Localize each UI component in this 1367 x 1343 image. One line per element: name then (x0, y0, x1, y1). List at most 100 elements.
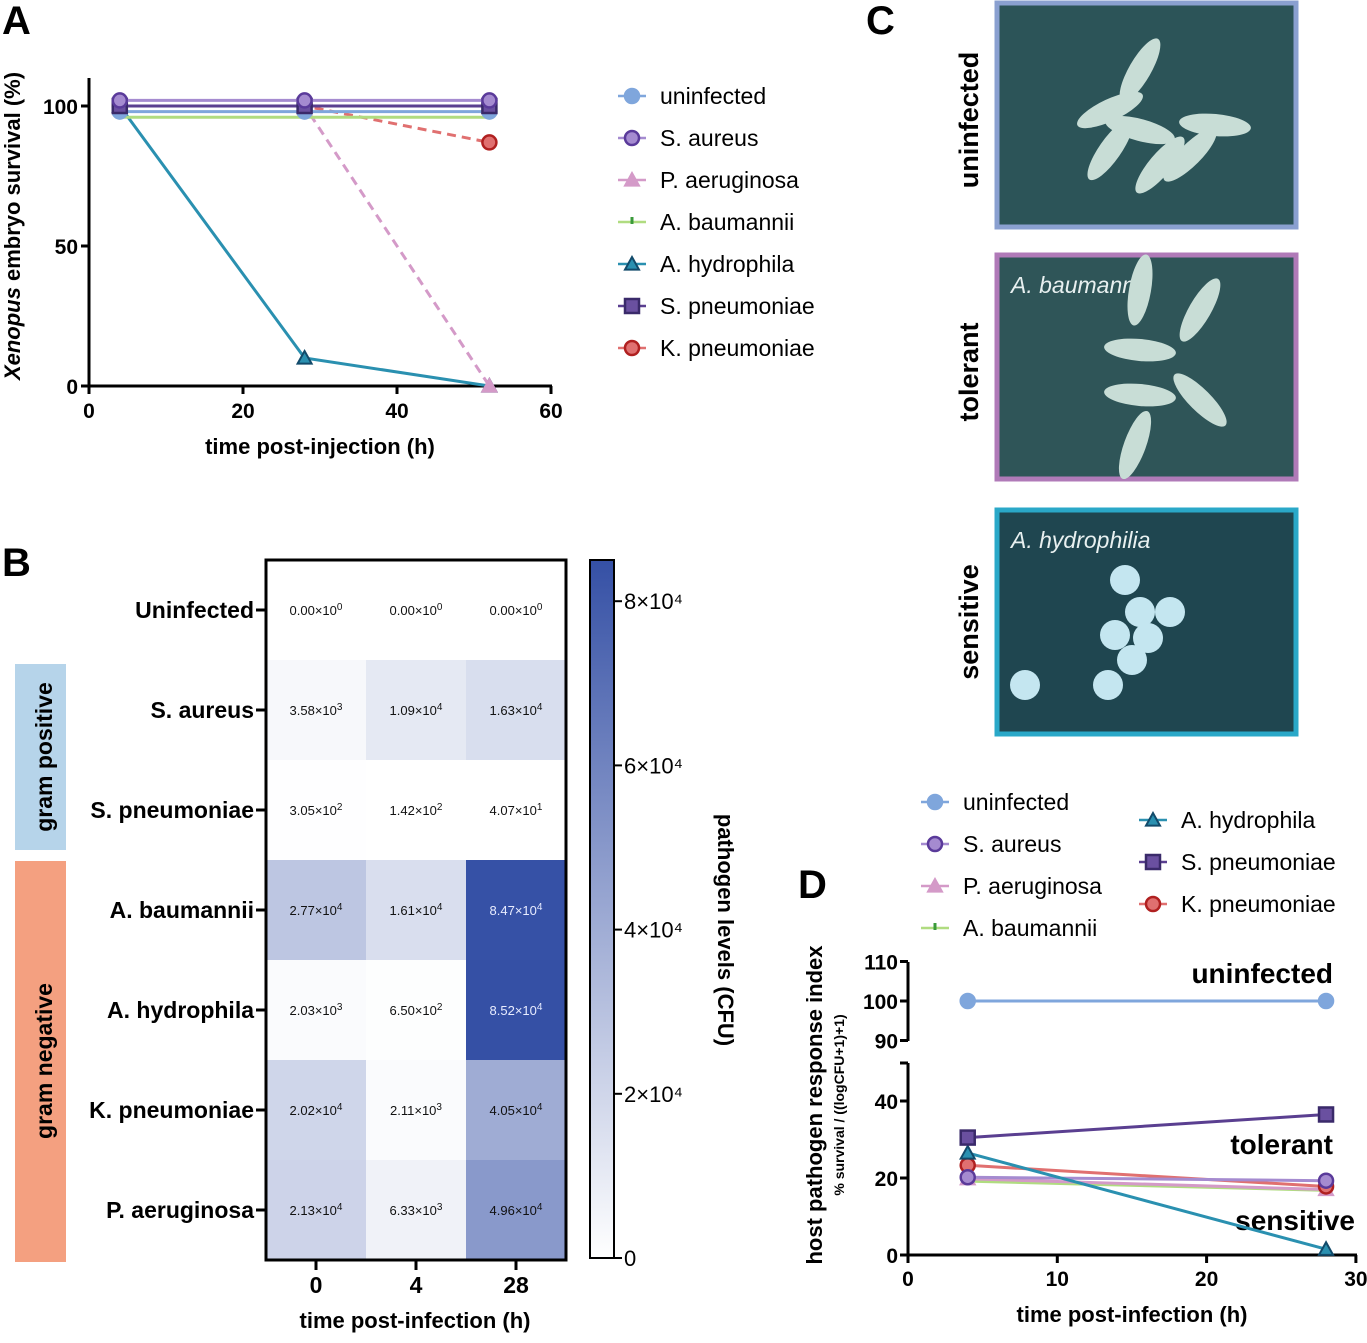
panel-label-c: C (866, 0, 895, 43)
row-label-k-pneumoniae: K. pneumoniae (89, 1097, 254, 1123)
cell-label: 4.96×104 (490, 1202, 543, 1218)
embryo (1010, 670, 1040, 700)
image-caption: A. baumannii (1009, 272, 1146, 298)
legend-label-s-pneumoniae: S. pneumoniae (1181, 849, 1336, 875)
heatmap-cell (366, 660, 466, 760)
cell-label: 2.13×104 (290, 1202, 343, 1218)
colorbar-tick-label: 0 (624, 1246, 636, 1271)
colorbar (589, 559, 615, 1259)
side-label-tolerant: tolerant (954, 322, 984, 421)
embryo (1179, 113, 1251, 137)
heatmap-cell (266, 1060, 366, 1160)
cell-label: 2.02×104 (290, 1102, 343, 1118)
cell-label: 3.05×102 (290, 802, 343, 818)
row-label-a-hydrophila: A. hydrophila (107, 997, 254, 1023)
legend-marker-s-aureus (926, 835, 944, 853)
col-label: 0 (310, 1272, 323, 1298)
colorbar-tick-label: 6×10⁴ (624, 753, 683, 778)
heatmap-cell (266, 960, 366, 1060)
heatmap-cell (466, 560, 566, 660)
series-line-a-hydrophila (967, 1151, 1327, 1251)
heatmap-cell (266, 760, 366, 860)
legend-label-s-pneumoniae: S. pneumoniae (660, 293, 815, 319)
panel-label-d: D (798, 863, 827, 907)
y-tick-label: 0 (66, 376, 78, 399)
heatmap-cell (266, 860, 366, 960)
data-point-s-aureus (1317, 1172, 1335, 1189)
y-tick-label: 100 (43, 96, 78, 119)
y-tick-label: 20 (875, 1168, 898, 1191)
heatmap-cell (466, 760, 566, 860)
heatmap-cell (466, 960, 566, 1060)
embryo (1093, 670, 1123, 700)
embryo (1100, 620, 1130, 650)
y-tick-label: 90 (875, 1031, 898, 1054)
legend-label-k-pneumoniae: K. pneumoniae (660, 335, 815, 361)
heatmap-cell (366, 560, 466, 660)
embryo (1135, 136, 1185, 194)
legend-marker-k-pneumoniae (623, 339, 641, 357)
group-label-gram-negative: gram negative (31, 983, 57, 1139)
series-line-a-hydrophila (118, 105, 490, 388)
heatmap-cell (366, 860, 466, 960)
cell-label: 1.09×104 (390, 702, 443, 718)
colorbar-tick-label: 2×10⁴ (624, 1082, 683, 1107)
legend-label-k-pneumoniae: K. pneumoniae (1181, 891, 1336, 917)
y-tick-label: 50 (55, 236, 78, 259)
heatmap-cell (266, 1160, 366, 1260)
embryo (1077, 91, 1143, 129)
cell-label: 0.00×100 (390, 602, 443, 618)
group-band-gram-positive (15, 664, 66, 850)
series-line-s-aureus (967, 1175, 1327, 1183)
cell-label: 2.11×103 (390, 1102, 442, 1118)
x-tick-label: 40 (385, 400, 408, 423)
y-axis-label: Xenopus embryo survival (%) (0, 72, 25, 382)
data-point-a-hydrophila (1317, 1240, 1335, 1256)
image-caption: A. hydrophilia (1009, 527, 1150, 553)
cell-label: 8.52×104 (490, 1002, 543, 1018)
cell-label: 6.50×102 (390, 1002, 443, 1018)
legend-label-s-aureus: S. aureus (963, 831, 1061, 857)
row-label-p-aeruginosa: P. aeruginosa (106, 1197, 254, 1223)
heatmap-cell (466, 1060, 566, 1160)
heatmap-cell (366, 1160, 466, 1260)
cell-label: 4.05×104 (490, 1102, 543, 1118)
legend-marker-s-pneumoniae (623, 297, 641, 315)
annotation-tolerant: tolerant (1230, 1129, 1333, 1160)
x-axis-label: time post-infection (h) (1017, 1302, 1248, 1327)
embryo (1110, 565, 1140, 595)
colorbar-label: pathogen levels (CFU) (713, 814, 738, 1046)
cell-label: 1.61×104 (390, 902, 443, 918)
series-line-s-pneumoniae (967, 1112, 1327, 1140)
cell-label: 6.33×103 (390, 1202, 443, 1218)
panel-label-b: B (2, 541, 31, 585)
heatmap-cell (366, 760, 466, 860)
data-point-s-pneumoniae (1317, 1106, 1335, 1123)
legend-label-a-baumannii: A. baumannii (660, 209, 794, 235)
legend-label-p-aeruginosa: P. aeruginosa (660, 167, 799, 193)
data-point-s-aureus (481, 92, 498, 109)
legend-marker-k-pneumoniae (1144, 895, 1162, 913)
panel-label-a: A (2, 0, 31, 43)
x-tick-label: 60 (539, 400, 562, 423)
data-point-k-pneumoniae (481, 134, 498, 151)
legend-marker-uninfected (926, 793, 944, 811)
data-point-uninfected (959, 992, 976, 1010)
y-tick-label: 100 (863, 991, 898, 1014)
cell-label: 2.03×103 (290, 1002, 343, 1018)
col-label: 4 (410, 1272, 423, 1298)
heatmap-cell (266, 660, 366, 760)
data-point-a-hydrophila (295, 348, 314, 365)
x-axis-label: time post-infection (h) (300, 1308, 531, 1333)
cell-label: 0.00×100 (490, 602, 543, 618)
legend-marker-a-hydrophila (623, 254, 641, 271)
cell-label: 8.47×104 (490, 902, 543, 918)
row-label-s-pneumoniae: S. pneumoniae (90, 797, 254, 823)
legend-marker-p-aeruginosa (623, 170, 641, 187)
heatmap-cell (466, 660, 566, 760)
response-index-chart: time post-infection (h) host pathogen re… (802, 789, 1367, 1327)
legend-marker-s-aureus (623, 129, 641, 147)
data-point-s-pneumoniae (959, 1129, 976, 1146)
data-point-s-aureus (111, 92, 129, 109)
